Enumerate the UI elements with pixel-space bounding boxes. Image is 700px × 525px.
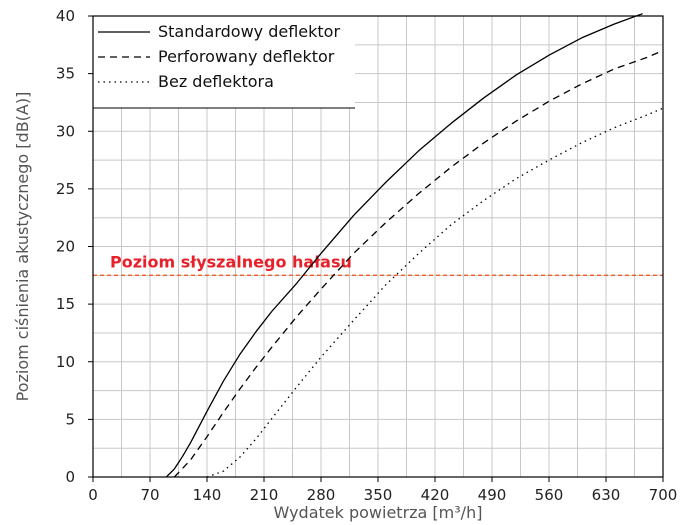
legend-label-3: Bez deflektora: [158, 72, 274, 91]
y-tick-label: 40: [56, 7, 75, 25]
y-tick-label: 5: [65, 410, 75, 428]
x-tick-label: 280: [307, 486, 336, 504]
x-tick-label: 140: [193, 486, 222, 504]
x-tick-label: 700: [649, 486, 678, 504]
axes: [88, 15, 664, 482]
x-tick-label: 210: [250, 486, 279, 504]
legend: Standardowy deflektor Perforowany deflekt…: [93, 15, 355, 109]
legend-label-2: Perforowany deflektor: [158, 47, 335, 66]
series-line-1: [165, 13, 643, 478]
series-lines: [165, 13, 664, 478]
y-tick-label: 35: [56, 65, 75, 83]
y-tick-label: 20: [56, 238, 75, 256]
x-tick-label: 350: [364, 486, 393, 504]
legend-label-1: Standardowy deflektor: [158, 22, 340, 41]
x-tick-label: 560: [535, 486, 564, 504]
y-tick-label: 15: [56, 295, 75, 313]
y-tick-label: 0: [65, 468, 75, 486]
x-axis-label: Wydatek powietrza [m³/h]: [274, 503, 483, 522]
y-axis-label: Poziom ciśnienia akustycznego [dB(A)]: [13, 92, 32, 402]
x-tick-label: 0: [88, 486, 98, 504]
x-tick-label: 490: [478, 486, 507, 504]
series-line-2: [173, 50, 664, 478]
x-tick-label: 420: [421, 486, 450, 504]
y-tick-label: 30: [56, 122, 75, 140]
legend-background: [93, 16, 355, 108]
y-tick-label: 10: [56, 353, 75, 371]
threshold-label: Poziom słyszalnego hałasu: [110, 252, 352, 271]
x-tick-label: 70: [140, 486, 159, 504]
threshold: Poziom słyszalnego hałasu: [93, 252, 663, 277]
x-tick-label: 630: [592, 486, 621, 504]
y-tick-label: 25: [56, 180, 75, 198]
tick-labels: 0 70 140 210 280 350 420 490 560 630 700 0 5 10 15 20 25…: [56, 7, 677, 504]
